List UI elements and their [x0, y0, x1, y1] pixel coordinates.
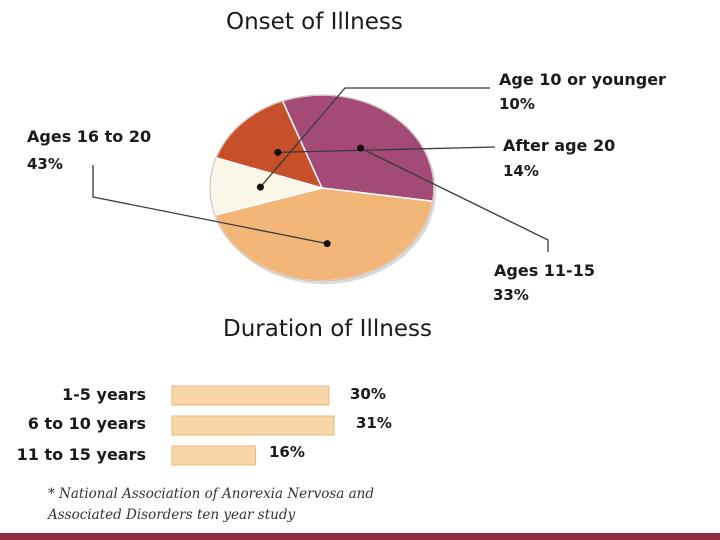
footnote-line-2: Associated Disorders ten year study	[48, 507, 296, 523]
bar-11-to-15-years	[171, 445, 257, 466]
accent-bar	[0, 533, 720, 540]
slice-label-ages-11-15: Ages 11-15	[494, 261, 595, 280]
bar-value-label: 31%	[356, 414, 392, 432]
slice-value-ages-16-to-20: 43%	[27, 155, 63, 173]
slice-label-age-10-or-younger: Age 10 or younger	[499, 70, 666, 89]
slice-label-ages-16-to-20: Ages 16 to 20	[27, 127, 152, 146]
slice-value-ages-11-15: 33%	[493, 286, 529, 304]
leader-dot	[274, 148, 282, 156]
leader-line	[92, 165, 328, 245]
bar-chart-title: Duration of Illness	[223, 316, 432, 342]
leader-dot	[323, 240, 331, 248]
bar-value-label: 30%	[350, 385, 386, 403]
slice-value-age-10-or-younger: 10%	[499, 95, 535, 113]
bar-value-label: 16%	[269, 443, 305, 461]
leader-line	[360, 147, 549, 252]
leader-line	[277, 146, 496, 153]
category-label: 1-5 years	[62, 385, 146, 404]
pie-outline	[209, 94, 435, 282]
slice-value-after-age-20: 14%	[503, 162, 539, 180]
slice-label-after-age-20: After age 20	[503, 136, 616, 155]
category-label: 6 to 10 years	[27, 414, 146, 433]
leader-line	[259, 87, 490, 188]
category-label: 11 to 15 years	[16, 445, 146, 464]
leader-dot	[357, 144, 365, 152]
footnote-line-1: * National Association of Anorexia Nervo…	[48, 486, 375, 502]
bar-6-to-10-years	[171, 415, 335, 436]
pie-title: Onset of Illness	[226, 9, 403, 35]
bar-1-5-years	[171, 385, 330, 406]
leader-dot	[256, 183, 264, 191]
